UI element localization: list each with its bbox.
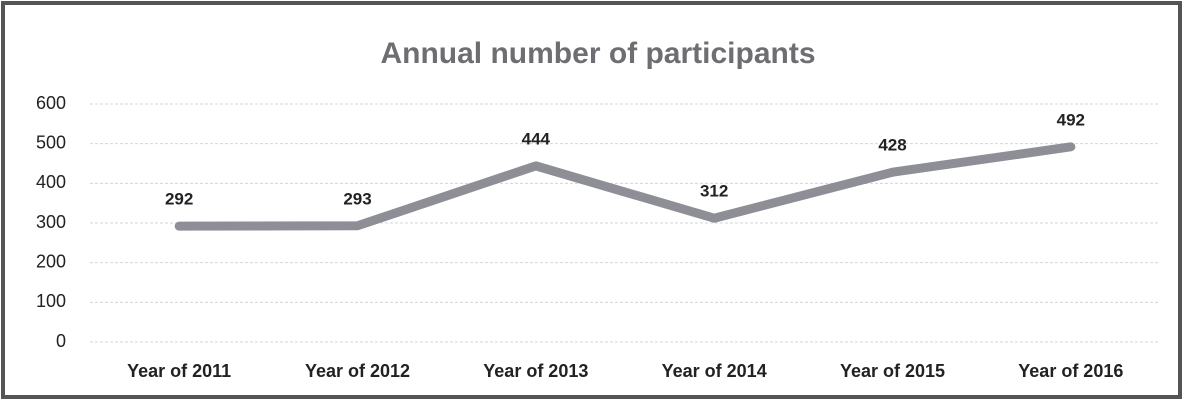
y-tick-label: 100 [36,291,66,311]
data-label: 492 [1057,110,1085,129]
x-tick-label: Year of 2011 [127,361,231,381]
data-label: 292 [165,190,193,209]
x-tick-label: Year of 2013 [483,361,588,381]
y-tick-label: 0 [56,331,66,351]
data-line [174,142,1076,231]
chart-title: Annual number of participants [380,37,815,70]
x-tick-label: Year of 2014 [662,361,767,381]
data-label: 312 [700,182,728,201]
y-tick-label: 400 [36,172,66,192]
x-tick-label: Year of 2016 [1018,361,1123,381]
data-label: 293 [343,189,371,208]
x-tick-label: Year of 2012 [305,361,410,381]
y-tick-label: 500 [36,132,66,152]
y-tick-label: 600 [36,93,66,113]
data-label: 444 [522,129,551,148]
x-tick-label: Year of 2015 [840,361,945,381]
y-tick-label: 200 [36,251,66,271]
y-tick-label: 300 [36,212,66,232]
data-label: 428 [878,136,906,155]
